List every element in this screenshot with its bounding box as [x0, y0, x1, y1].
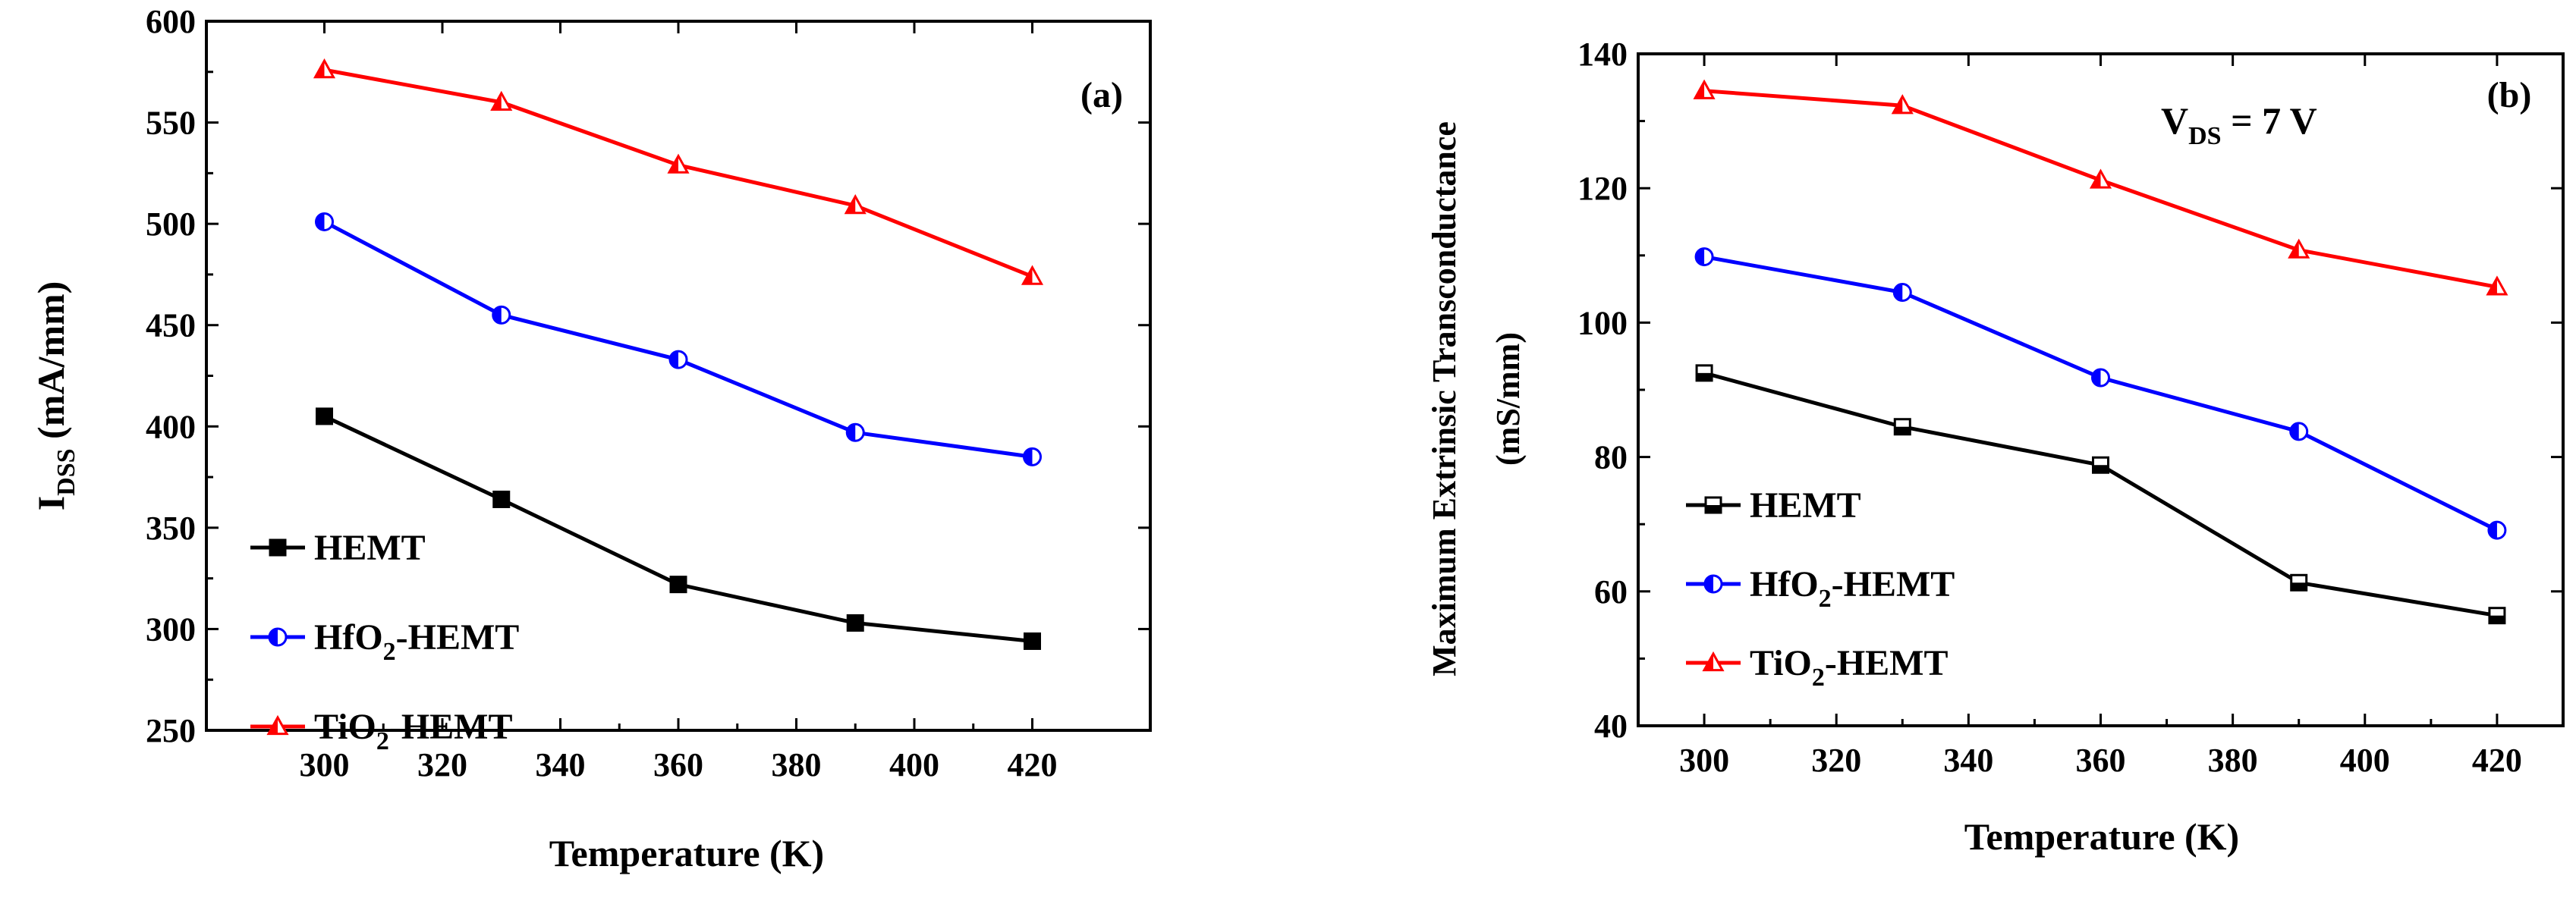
- data-point-a-hemt-360: [669, 576, 687, 594]
- data-point-a-tio2-hemt-300: [313, 58, 336, 79]
- data-point-a-hfo2-hemt-360: [668, 350, 688, 369]
- x-tick-label-b-320: 320: [1811, 742, 1861, 779]
- y-tick-label-b-120: 120: [1577, 170, 1628, 207]
- chart-panel-b: (b) VDS = 7 V Temperature (K) Maximum Ex…: [1426, 36, 2565, 858]
- data-point-b-tio2-hemt-360: [2089, 168, 2112, 189]
- data-point-b-tio2-hemt-390: [2288, 238, 2310, 259]
- x-tick-label-b-340: 340: [1943, 742, 1993, 779]
- data-point-a-hemt-300: [316, 407, 333, 425]
- data-point-a-tio2-hemt-330: [490, 90, 513, 111]
- legend-label-a-hemt: HEMT: [314, 528, 426, 568]
- x-tick-label-a-400: 400: [889, 746, 939, 783]
- data-point-a-hemt-420: [1024, 632, 1041, 650]
- series-line-a-hfo2-hemt: [323, 220, 1033, 459]
- x-tick-label-a-420: 420: [1008, 746, 1058, 783]
- data-point-a-tio2-hemt-390: [844, 194, 867, 215]
- y-tick-label-a-350: 350: [146, 510, 196, 547]
- data-point-a-tio2-hemt-420: [1021, 265, 1044, 285]
- legend-marker-a-hfo2-hemt: [268, 627, 288, 647]
- legend-marker-a-tio2-hemt: [266, 714, 289, 736]
- data-point-b-tio2-hemt-420: [2486, 275, 2508, 296]
- y-axis-title-a-unit: (mA/mm): [30, 281, 72, 449]
- data-point-b-hemt-360: [2092, 456, 2109, 474]
- y-axis-title-a-main: I: [30, 496, 72, 510]
- vds-annotation: VDS = 7 V: [2161, 99, 2317, 150]
- y-tick-label-b-140: 140: [1577, 36, 1628, 73]
- data-point-a-tio2-hemt-360: [667, 153, 690, 174]
- y-axis-title-b-line2: (mS/mm): [1489, 332, 1527, 466]
- data-point-b-hfo2-hemt-360: [2091, 368, 2110, 388]
- data-point-b-hemt-330: [1893, 418, 1911, 436]
- vds-annotation-value: = 7 V: [2222, 99, 2317, 142]
- x-tick-label-a-340: 340: [536, 746, 586, 783]
- x-tick-label-a-320: 320: [417, 746, 467, 783]
- legend-label-b-hemt: HEMT: [1750, 485, 1861, 526]
- data-point-b-tio2-hemt-330: [1891, 94, 1914, 115]
- data-point-a-hemt-330: [492, 490, 511, 508]
- y-tick-label-b-100: 100: [1577, 304, 1628, 341]
- legend-marker-b-tio2-hemt: [1702, 651, 1725, 672]
- y-tick-label-a-550: 550: [146, 105, 196, 142]
- data-point-b-tio2-hemt-300: [1693, 79, 1716, 99]
- data-point-a-hemt-390: [846, 614, 864, 632]
- y-tick-label-b-40: 40: [1594, 708, 1628, 745]
- legend-label-b-hfo2-hemt: HfO2-HEMT: [1750, 564, 1955, 613]
- y-tick-label-a-250: 250: [146, 712, 196, 749]
- y-tick-label-a-300: 300: [146, 611, 196, 648]
- x-tick-label-b-380: 380: [2208, 742, 2258, 779]
- y-axis-title-a-sub: DSS: [52, 448, 80, 495]
- x-tick-label-a-300: 300: [300, 746, 350, 783]
- data-point-b-hemt-300: [1695, 364, 1713, 382]
- y-tick-label-a-450: 450: [146, 307, 196, 344]
- data-point-b-hfo2-hemt-300: [1694, 247, 1714, 267]
- series-line-b-tio2-hemt: [1703, 89, 2498, 289]
- series-line-a-hemt: [323, 414, 1033, 643]
- data-point-b-hfo2-hemt-330: [1892, 283, 1912, 303]
- vds-annotation-main: V: [2161, 99, 2188, 142]
- x-tick-label-a-380: 380: [772, 746, 822, 783]
- data-point-a-hfo2-hemt-330: [492, 305, 511, 325]
- data-point-a-hfo2-hemt-300: [315, 212, 334, 231]
- legend-marker-b-hfo2-hemt: [1703, 574, 1723, 594]
- y-tick-label-a-600: 600: [146, 3, 196, 40]
- x-tick-label-b-400: 400: [2340, 742, 2390, 779]
- x-tick-label-b-300: 300: [1679, 742, 1729, 779]
- legend-label-b-tio2-hemt: TiO2-HEMT: [1750, 643, 1948, 692]
- y-tick-label-b-80: 80: [1594, 439, 1628, 476]
- y-axis-title-b-line1: Maximum Extrinsic Transconductance: [1426, 121, 1463, 676]
- y-tick-label-a-500: 500: [146, 206, 196, 243]
- legend-label-a-hfo2-hemt: HfO2-HEMT: [314, 617, 519, 666]
- x-tick-label-b-360: 360: [2076, 742, 2126, 779]
- data-point-a-hfo2-hemt-420: [1023, 447, 1042, 466]
- plot-frame-b: [1637, 52, 2565, 727]
- data-point-b-hemt-390: [2290, 573, 2308, 592]
- y-axis-title-a: IDSS (mA/mm): [30, 281, 80, 511]
- x-tick-label-b-420: 420: [2472, 742, 2522, 779]
- legend-marker-a-hemt: [269, 538, 287, 557]
- legend-label-a-tio2-hemt: TiO2-HEMT: [314, 707, 512, 755]
- y-tick-label-b-60: 60: [1594, 573, 1628, 611]
- y-tick-label-a-400: 400: [146, 408, 196, 445]
- vds-annotation-sub: DS: [2188, 122, 2221, 150]
- x-axis-title-a: Temperature (K): [549, 832, 824, 874]
- data-point-b-hfo2-hemt-420: [2487, 520, 2507, 540]
- chart-panel-a: (a) Temperature (K) IDSS (mA/mm) 300 320 3…: [30, 3, 1152, 874]
- data-point-a-hfo2-hemt-390: [845, 422, 865, 442]
- x-tick-label-a-360: 360: [653, 746, 703, 783]
- panel-label-a: (a): [1080, 75, 1123, 115]
- x-axis-title-b: Temperature (K): [1964, 815, 2239, 858]
- panel-label-b: (b): [2487, 75, 2532, 115]
- legend-marker-b-hemt: [1704, 496, 1722, 514]
- data-point-b-hfo2-hemt-390: [2289, 422, 2309, 441]
- data-point-b-hemt-420: [2488, 607, 2506, 625]
